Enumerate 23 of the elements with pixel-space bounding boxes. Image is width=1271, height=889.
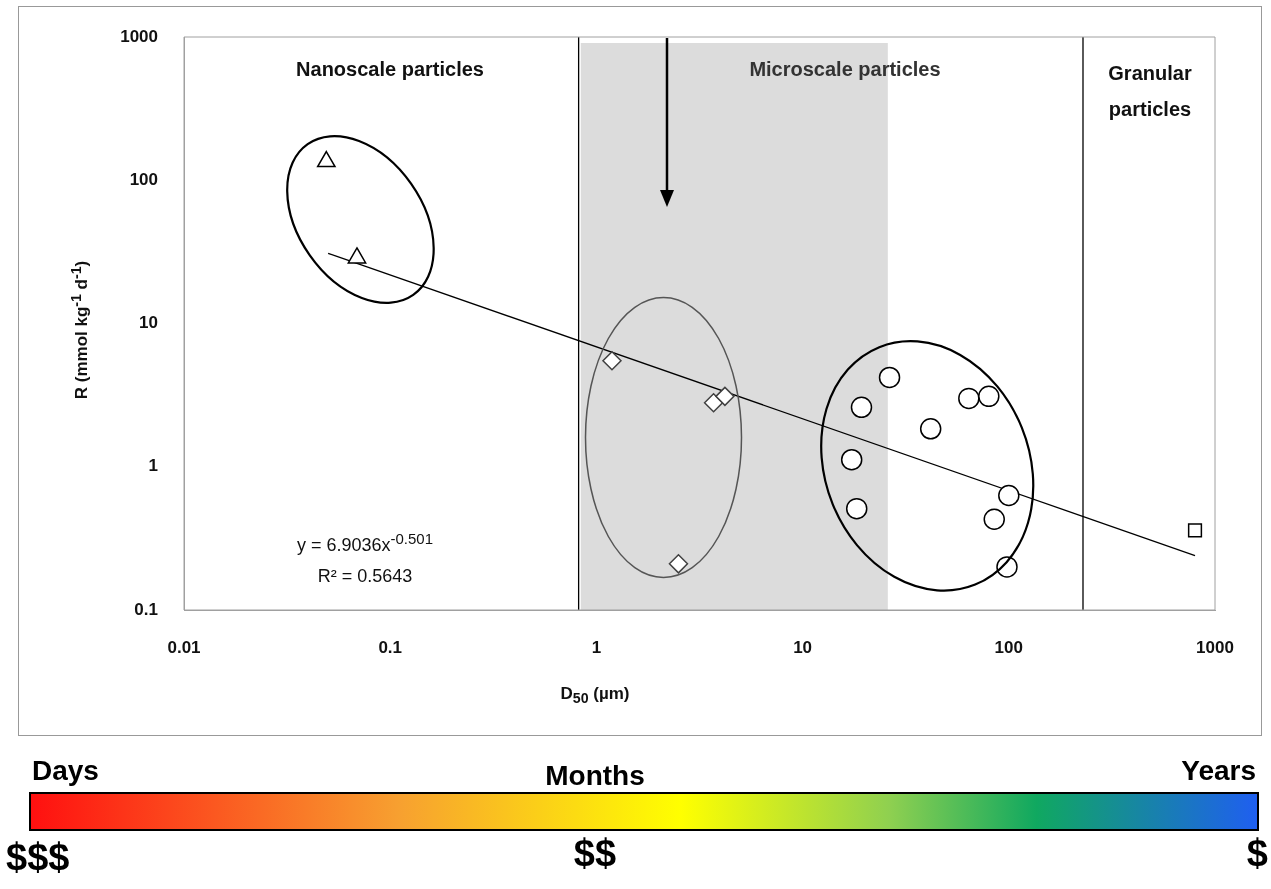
annotation: Microscale particles [749,58,941,81]
text: $$$ [6,836,70,879]
x-tick-label: 0.1 [378,637,403,657]
x-axis-title: D$_{50}$ (µm) [560,684,630,707]
annotation: R² = 0.5643 [317,566,413,587]
y-tick-label: 100 [129,169,158,189]
x-tick-label: 1 [591,637,602,657]
y-tick-label: 0.1 [134,599,158,619]
annotation: Granular particles [1107,61,1193,122]
text: $ [1246,832,1268,875]
text: Months [545,760,645,792]
x-tick-label: 10 [793,637,813,657]
x-tick-label: 1000 [1196,637,1234,657]
text: $$ [573,832,617,875]
annotation: y = 6.9036x$^{-0.501}$ [296,530,434,556]
y-tick-label: 10 [139,313,158,333]
text: Days [32,755,99,787]
x-tick-label: 0.01 [167,637,201,657]
x-tick-label: 100 [994,637,1023,657]
y-tick-label: 1000 [120,26,158,46]
y-tick-label: 1 [148,456,158,476]
text: Years [1181,755,1256,787]
annotation: Nanoscale particles [296,58,484,81]
